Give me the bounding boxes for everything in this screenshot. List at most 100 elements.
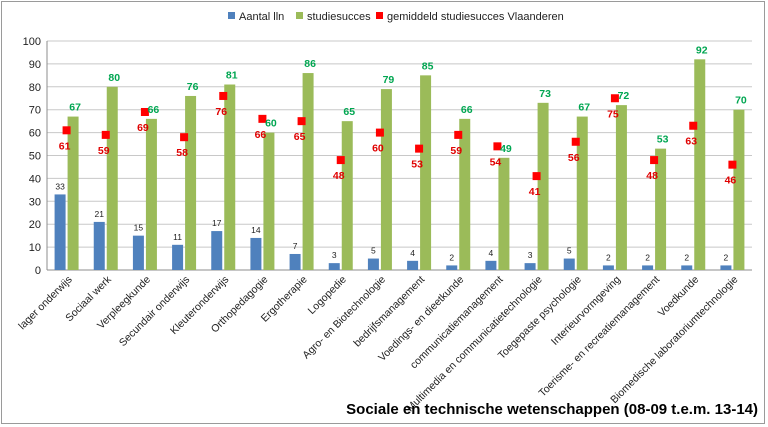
label-aantal-7: 3 bbox=[332, 250, 337, 260]
label-studiesucces-14: 72 bbox=[618, 90, 630, 102]
label-vlaanderen-6: 65 bbox=[294, 131, 306, 143]
label-studiesucces-11: 49 bbox=[500, 143, 512, 155]
y-tick-0: 0 bbox=[35, 265, 41, 277]
label-aantal-13: 5 bbox=[567, 246, 572, 256]
bar-studiesucces-11 bbox=[498, 157, 510, 270]
bar-aantal-4 bbox=[211, 231, 223, 270]
label-vlaanderen-7: 48 bbox=[333, 170, 345, 182]
bar-studiesucces-14 bbox=[615, 105, 627, 271]
label-studiesucces-9: 85 bbox=[422, 60, 434, 72]
bar-aantal-13 bbox=[563, 258, 575, 270]
bar-aantal-6 bbox=[289, 253, 301, 270]
label-aantal-14: 2 bbox=[606, 252, 611, 262]
marker-vlaanderen-6 bbox=[297, 117, 306, 126]
label-vlaanderen-11: 54 bbox=[490, 156, 502, 168]
label-aantal-10: 2 bbox=[449, 252, 454, 262]
y-tick-60: 60 bbox=[29, 128, 41, 140]
y-tick-30: 30 bbox=[29, 196, 41, 208]
markers bbox=[62, 91, 737, 181]
label-studiesucces-12: 73 bbox=[539, 88, 551, 100]
label-vlaanderen-2: 69 bbox=[137, 122, 149, 134]
legend-label-vlaanderen: gemiddeld studiesucces Vlaanderen bbox=[387, 11, 564, 23]
bar-studiesucces-15 bbox=[655, 148, 667, 270]
y-tick-40: 40 bbox=[29, 173, 41, 185]
bar-aantal-15 bbox=[642, 265, 654, 270]
label-studiesucces-5: 60 bbox=[265, 118, 277, 130]
gridlines bbox=[46, 40, 752, 271]
label-vlaanderen-12: 41 bbox=[529, 186, 541, 198]
label-aantal-9: 4 bbox=[410, 248, 415, 258]
marker-vlaanderen-0 bbox=[62, 126, 71, 135]
marker-vlaanderen-15 bbox=[650, 156, 659, 165]
bar-studiesucces-13 bbox=[576, 116, 588, 270]
bar-studiesucces-10 bbox=[459, 118, 471, 270]
label-aantal-8: 5 bbox=[371, 246, 376, 256]
marker-vlaanderen-12 bbox=[532, 172, 541, 181]
y-tick-80: 80 bbox=[29, 82, 41, 94]
y-tick-10: 10 bbox=[29, 242, 41, 254]
label-studiesucces-0: 67 bbox=[69, 102, 81, 114]
label-vlaanderen-17: 46 bbox=[725, 175, 737, 187]
x-label-3: Secundair onderwijs bbox=[117, 274, 192, 349]
bar-aantal-3 bbox=[172, 244, 184, 270]
bar-aantal-0 bbox=[54, 194, 66, 270]
label-vlaanderen-0: 61 bbox=[59, 140, 71, 152]
label-vlaanderen-10: 59 bbox=[450, 145, 462, 157]
label-studiesucces-10: 66 bbox=[461, 104, 473, 116]
label-studiesucces-6: 86 bbox=[304, 58, 316, 70]
bar-studiesucces-16 bbox=[694, 59, 706, 270]
x-label-0: lager onderwijs bbox=[16, 274, 74, 332]
y-tick-20: 20 bbox=[29, 219, 41, 231]
legend-label-aantal: Aantal lln bbox=[239, 11, 284, 23]
legend-label-studiesucces: studiesucces bbox=[307, 11, 371, 23]
label-vlaanderen-15: 48 bbox=[646, 170, 658, 182]
marker-vlaanderen-7 bbox=[336, 156, 345, 165]
label-aantal-6: 7 bbox=[293, 241, 298, 251]
label-studiesucces-17: 70 bbox=[735, 95, 747, 107]
bar-studiesucces-17 bbox=[733, 109, 745, 270]
bar-aantal-8 bbox=[367, 258, 379, 270]
bar-studiesucces-6 bbox=[302, 73, 314, 270]
bar-aantal-10 bbox=[446, 265, 458, 270]
bar-aantal-9 bbox=[407, 260, 419, 270]
bar-studiesucces-3 bbox=[185, 95, 197, 271]
marker-vlaanderen-2 bbox=[140, 107, 149, 116]
bar-aantal-11 bbox=[485, 260, 497, 270]
bar-aantal-16 bbox=[681, 265, 693, 270]
y-tick-70: 70 bbox=[29, 105, 41, 117]
label-vlaanderen-1: 59 bbox=[98, 145, 110, 157]
bar-aantal-7 bbox=[328, 263, 340, 270]
y-tick-50: 50 bbox=[29, 151, 41, 163]
label-vlaanderen-8: 60 bbox=[372, 143, 384, 155]
data-labels: 3367612180591566691176581781761460667866… bbox=[55, 44, 747, 262]
bars bbox=[54, 59, 745, 271]
bar-studiesucces-5 bbox=[263, 132, 275, 270]
bar-aantal-5 bbox=[250, 237, 262, 270]
bar-studiesucces-8 bbox=[380, 89, 392, 270]
label-studiesucces-1: 80 bbox=[108, 72, 120, 84]
label-aantal-11: 4 bbox=[489, 248, 494, 258]
bar-aantal-14 bbox=[602, 265, 614, 270]
bar-studiesucces-4 bbox=[224, 84, 236, 270]
legend: Aantal lln studiesucces gemiddeld studie… bbox=[228, 11, 564, 23]
label-vlaanderen-9: 53 bbox=[411, 159, 423, 171]
label-vlaanderen-3: 58 bbox=[176, 147, 188, 159]
marker-vlaanderen-13 bbox=[571, 137, 580, 146]
bar-studiesucces-9 bbox=[420, 75, 432, 270]
label-vlaanderen-16: 63 bbox=[685, 136, 697, 148]
legend-swatch-aantal bbox=[228, 12, 235, 19]
label-aantal-5: 14 bbox=[251, 225, 261, 235]
label-aantal-17: 2 bbox=[724, 252, 729, 262]
label-studiesucces-16: 92 bbox=[696, 44, 708, 56]
marker-vlaanderen-5 bbox=[258, 114, 267, 123]
label-aantal-3: 11 bbox=[173, 232, 182, 242]
label-studiesucces-15: 53 bbox=[657, 134, 669, 146]
bar-studiesucces-12 bbox=[537, 102, 549, 270]
bar-studiesucces-7 bbox=[341, 121, 353, 271]
chart-title: Sociale en technische wetenschappen (08-… bbox=[346, 401, 758, 418]
label-studiesucces-13: 67 bbox=[578, 102, 590, 114]
label-aantal-12: 3 bbox=[528, 250, 533, 260]
legend-swatch-studiesucces bbox=[296, 12, 303, 19]
